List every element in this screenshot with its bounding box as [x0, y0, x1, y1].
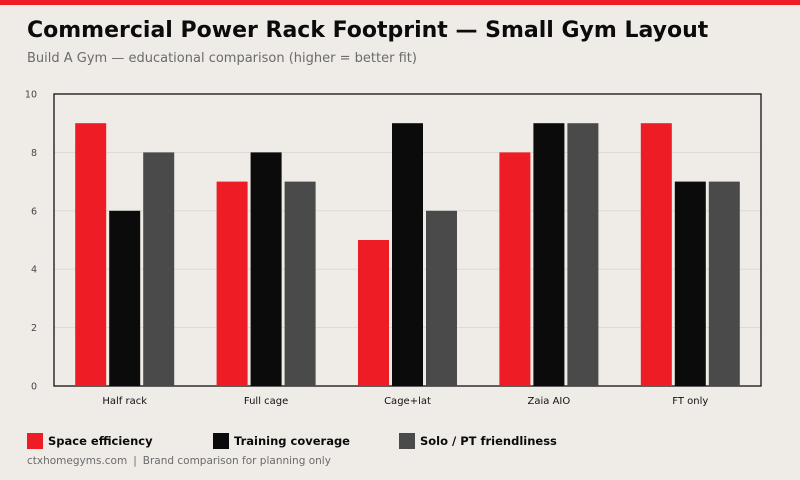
- legend-swatch: [213, 433, 229, 449]
- bar: [426, 210, 457, 386]
- bar: [358, 240, 389, 386]
- footer-note: Brand comparison for planning only: [142, 455, 331, 467]
- legend-item: Solo / PT friendliness: [399, 432, 557, 450]
- legend-item: Training coverage: [213, 432, 350, 450]
- y-tick-label: 0: [31, 382, 37, 393]
- bar: [109, 210, 141, 386]
- footer-separator: |: [133, 455, 137, 467]
- bar: [216, 181, 248, 386]
- chart-legend: Space efficiency Training coverage Solo / …: [27, 432, 787, 450]
- legend-label: Solo / PT friendliness: [420, 434, 557, 448]
- bar: [392, 123, 423, 386]
- bar: [708, 181, 740, 386]
- bar: [75, 123, 107, 386]
- y-tick-label: 8: [31, 148, 37, 159]
- y-tick-label: 6: [31, 206, 37, 217]
- y-tick-label: 2: [31, 323, 37, 334]
- y-tick-label: 4: [31, 265, 37, 276]
- legend-label: Space efficiency: [48, 434, 153, 448]
- bar: [533, 123, 565, 386]
- x-tick-label: FT only: [672, 396, 708, 407]
- footer: ctxhomegyms.com | Brand comparison for pla…: [27, 455, 331, 467]
- chart-title: Commercial Power Rack Footprint — Small …: [27, 18, 709, 43]
- legend-swatch: [27, 433, 43, 449]
- bar: [674, 181, 706, 386]
- y-tick-label: 10: [25, 90, 37, 101]
- x-tick-label: Cage+lat: [384, 396, 431, 407]
- bar: [499, 152, 531, 386]
- legend-swatch: [399, 433, 415, 449]
- bar: [567, 123, 599, 386]
- x-tick-label: Half rack: [102, 396, 147, 407]
- footer-site: ctxhomegyms.com: [27, 455, 128, 467]
- x-tick-label: Zaia AIO: [528, 396, 571, 407]
- bar: [284, 181, 316, 386]
- accent-top-bar: [0, 0, 800, 5]
- bar: [640, 123, 672, 386]
- chart-subtitle: Build A Gym — educational comparison (hi…: [27, 51, 417, 66]
- x-tick-label: Full cage: [244, 396, 288, 407]
- bar: [250, 152, 282, 386]
- legend-item: Space efficiency: [27, 432, 153, 450]
- bar: [143, 152, 175, 386]
- legend-label: Training coverage: [234, 434, 350, 448]
